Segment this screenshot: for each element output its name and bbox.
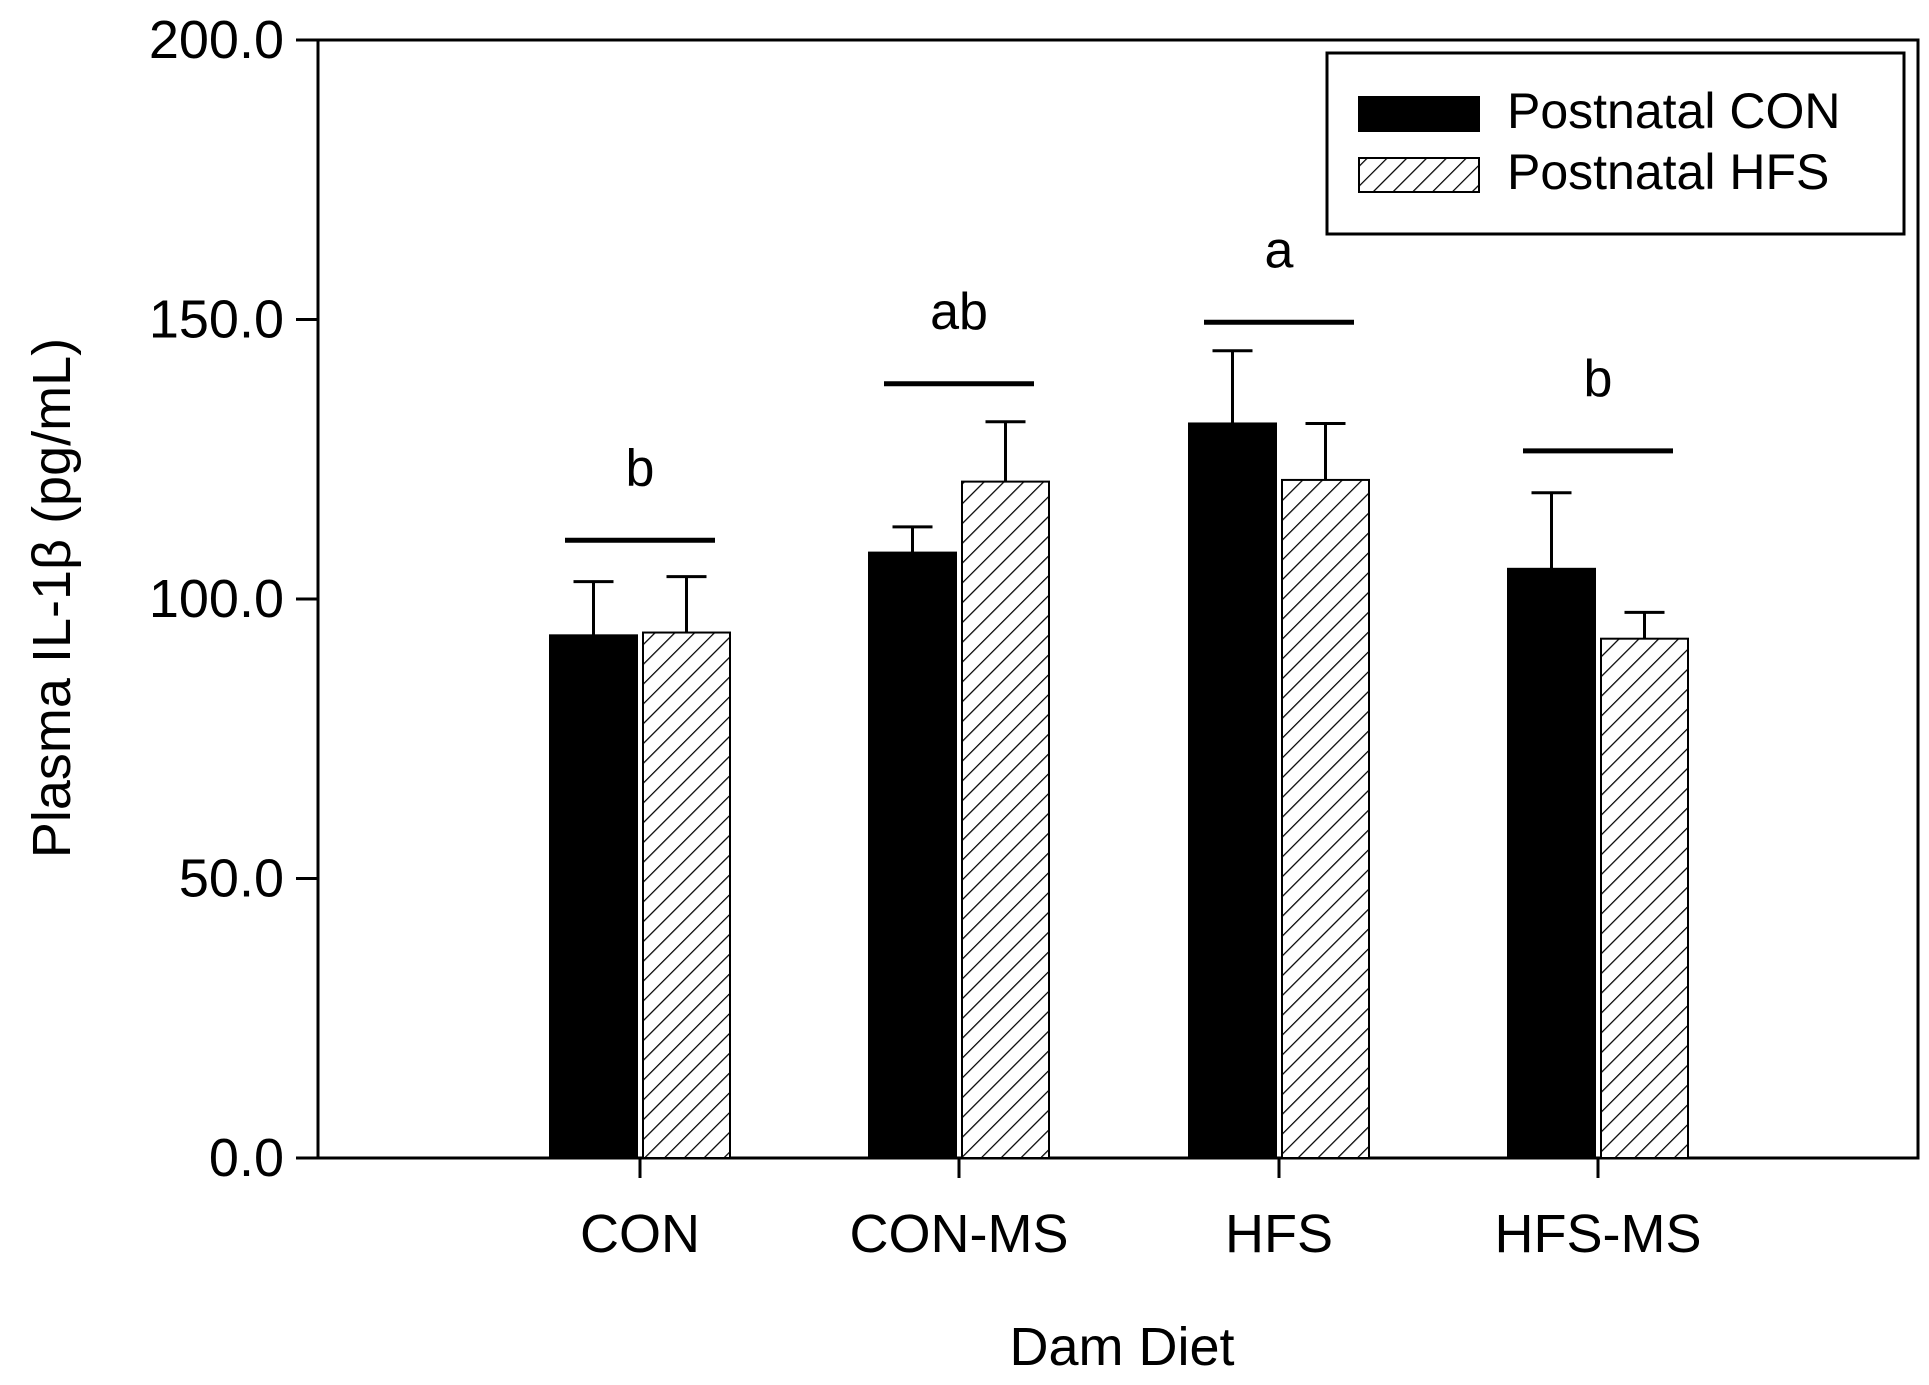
x-tick-label: HFS (1225, 1204, 1333, 1264)
significance-label: b (1584, 350, 1613, 408)
bar-postnatal-hfs (1600, 637, 1689, 1159)
bar-postnatal-hfs (1281, 478, 1370, 1160)
bar-postnatal-con (868, 551, 957, 1159)
y-tick-label: 50.0 (179, 849, 284, 909)
significance-label: b (626, 439, 655, 497)
bar-postnatal-hfs (642, 631, 731, 1159)
significance-label: a (1265, 221, 1294, 279)
legend-swatch (1358, 157, 1480, 193)
y-tick-label: 150.0 (149, 290, 284, 350)
bar-postnatal-con (549, 634, 638, 1159)
bar-postnatal-hfs (961, 480, 1050, 1159)
y-tick-label: 100.0 (149, 569, 284, 629)
y-tick-label: 200.0 (149, 10, 284, 70)
legend-label: Postnatal CON (1507, 83, 1840, 139)
legend-label: Postnatal HFS (1507, 144, 1829, 200)
x-tick-label: HFS-MS (1495, 1204, 1702, 1264)
legend-swatch (1358, 96, 1480, 132)
x-tick-label: CON-MS (850, 1204, 1069, 1264)
bar-postnatal-con (1188, 422, 1277, 1159)
legend-box (1325, 51, 1906, 236)
significance-label: ab (930, 283, 988, 341)
x-axis-title: Dam Diet (1009, 1317, 1234, 1377)
bar-postnatal-con (1507, 567, 1596, 1159)
x-tick-label: CON (580, 1204, 700, 1264)
y-tick-label: 0.0 (209, 1128, 284, 1188)
y-axis-title: Plasma IL-1β (pg/mL) (22, 338, 82, 858)
